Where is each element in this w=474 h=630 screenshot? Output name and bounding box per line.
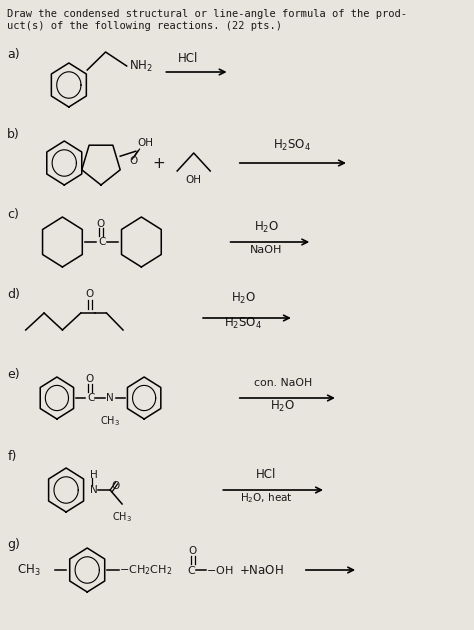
- Text: a): a): [7, 48, 20, 61]
- Text: $\mathregular{-CH_2CH_2}$: $\mathregular{-CH_2CH_2}$: [119, 563, 173, 577]
- Text: $\mathregular{-OH}$: $\mathregular{-OH}$: [206, 564, 233, 576]
- Text: OH: OH: [186, 175, 202, 185]
- Text: uct(s) of the following reactions. (22 pts.): uct(s) of the following reactions. (22 p…: [7, 21, 283, 31]
- Text: $\mathregular{CH_3}$: $\mathregular{CH_3}$: [112, 510, 132, 524]
- Text: f): f): [7, 450, 17, 463]
- Text: $\mathregular{H_2O}$: $\mathregular{H_2O}$: [254, 219, 279, 234]
- Text: O: O: [111, 481, 120, 491]
- Text: $\mathregular{H_2SO_4}$: $\mathregular{H_2SO_4}$: [224, 316, 262, 331]
- Text: $\mathregular{H_2O}$, heat: $\mathregular{H_2O}$, heat: [240, 491, 292, 505]
- Text: H: H: [90, 470, 98, 480]
- Text: O: O: [86, 289, 94, 299]
- Text: C: C: [87, 393, 95, 403]
- Text: c): c): [7, 208, 19, 221]
- Text: $\mathregular{CH_3}$: $\mathregular{CH_3}$: [100, 414, 120, 428]
- Text: O: O: [97, 219, 105, 229]
- Text: +: +: [153, 156, 165, 171]
- Text: OH: OH: [137, 138, 154, 148]
- Text: $\mathregular{H_2SO_4}$: $\mathregular{H_2SO_4}$: [273, 137, 311, 152]
- Text: $\mathregular{+ NaOH}$: $\mathregular{+ NaOH}$: [239, 563, 283, 576]
- Text: con. NaOH: con. NaOH: [254, 378, 312, 388]
- Text: b): b): [7, 128, 20, 141]
- Text: $\mathregular{H_2O}$: $\mathregular{H_2O}$: [270, 398, 295, 413]
- Text: O: O: [129, 156, 137, 166]
- Text: $\mathregular{C}$: $\mathregular{C}$: [187, 564, 196, 576]
- Text: $\mathregular{CH_3}$: $\mathregular{CH_3}$: [17, 563, 40, 578]
- Text: e): e): [7, 368, 20, 381]
- Text: $\mathregular{H_2O}$: $\mathregular{H_2O}$: [231, 290, 256, 306]
- Text: O: O: [86, 374, 94, 384]
- Text: N: N: [90, 485, 98, 495]
- Text: HCl: HCl: [256, 469, 276, 481]
- Text: g): g): [7, 538, 20, 551]
- Text: d): d): [7, 288, 20, 301]
- Text: NaOH: NaOH: [250, 245, 283, 255]
- Text: C: C: [98, 237, 106, 247]
- Text: HCl: HCl: [178, 52, 199, 64]
- Text: N: N: [106, 393, 114, 403]
- Text: $\mathregular{NH_2}$: $\mathregular{NH_2}$: [128, 59, 153, 74]
- Text: O: O: [189, 546, 197, 556]
- Text: Draw the condensed structural or line-angle formula of the prod-: Draw the condensed structural or line-an…: [7, 9, 407, 19]
